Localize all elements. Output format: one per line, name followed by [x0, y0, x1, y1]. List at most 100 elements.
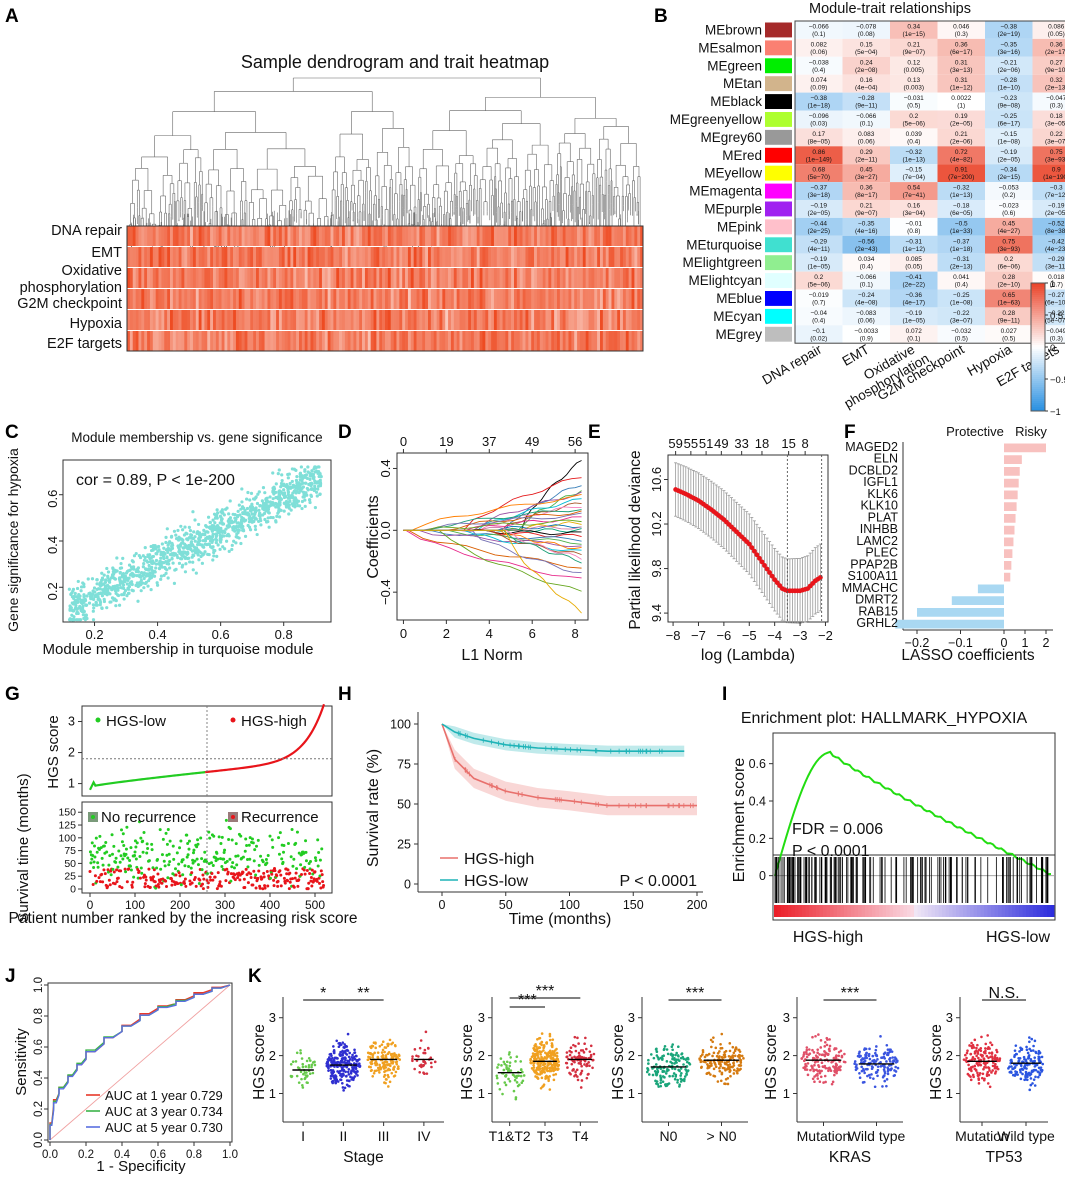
heatmap-cell	[224, 247, 228, 267]
heatmap-cell	[181, 289, 185, 309]
panel-e-frame	[667, 454, 829, 623]
colorbar-segment	[1031, 355, 1045, 358]
heatmap-cell	[233, 247, 237, 267]
scatter-point	[219, 535, 224, 539]
heatmap-cell	[215, 268, 220, 288]
heatmap-cell	[158, 268, 162, 288]
heatmap-cell	[557, 247, 561, 267]
heatmap-cell	[499, 310, 503, 330]
heatmap-cell	[622, 247, 627, 267]
heatmap-cell	[210, 247, 214, 267]
corr-cell	[890, 217, 938, 236]
heatmap-cell	[562, 331, 566, 351]
heatmap-cell	[172, 247, 177, 267]
heatmap-cell	[399, 226, 403, 246]
heatmap-cell	[468, 247, 472, 267]
patient-point	[133, 850, 137, 854]
corr-pvalue: (4e−23)	[1045, 246, 1065, 253]
x-tick-label: 4	[486, 626, 493, 641]
heatmap-cell	[207, 289, 211, 309]
scatter-point	[165, 556, 169, 560]
scatter-point	[118, 583, 122, 587]
scatter-point	[223, 547, 227, 551]
colorbar-segment	[1031, 335, 1045, 338]
heatmap-cell	[416, 247, 420, 267]
scatter-point	[316, 487, 320, 491]
patient-point	[179, 839, 183, 843]
patient-point	[229, 872, 233, 876]
scatter-point	[76, 579, 80, 584]
heatmap-cell	[221, 268, 225, 288]
patient-point	[186, 842, 190, 846]
patient-point	[126, 856, 130, 860]
scatter-point	[287, 512, 291, 516]
heatmap-cell	[132, 268, 136, 288]
heatmap-cell	[167, 247, 171, 267]
heatmap-cell	[585, 289, 589, 309]
heatmap-cell	[213, 226, 217, 246]
heatmap-cell	[557, 268, 561, 288]
heatmap-cell	[473, 310, 478, 330]
heatmap-cell	[287, 247, 291, 267]
panel-letter-i: I	[722, 684, 727, 705]
scatter-point	[214, 540, 218, 545]
scatter-point	[282, 501, 287, 506]
panel-letter-k: K	[248, 966, 262, 987]
corr-value: 0.19	[955, 113, 968, 120]
heatmap-cell	[215, 226, 220, 246]
scatter-point	[265, 504, 269, 508]
heatmap-cell	[256, 247, 260, 267]
scatter-point	[192, 530, 196, 534]
colorbar-segment	[1031, 285, 1045, 288]
heatmap-cell	[568, 268, 572, 288]
heatmap-cell	[230, 226, 234, 246]
colorbar-segment	[1031, 345, 1045, 348]
corr-pvalue: (3e−27)	[855, 174, 878, 181]
heatmap-cell	[132, 226, 136, 246]
heatmap-cell	[393, 268, 397, 288]
heatmap-cell	[637, 226, 641, 246]
legend-no-recurrence-dot	[91, 815, 95, 819]
gene-label-plat: PLAT	[868, 510, 899, 524]
heatmap-cell	[565, 331, 569, 351]
scatter-point	[170, 544, 174, 548]
heatmap-cell	[313, 226, 317, 246]
corr-cell	[890, 253, 938, 272]
heatmap-cell	[425, 310, 429, 330]
corr-pvalue: (0.8)	[907, 228, 920, 235]
heatmap-cell	[631, 331, 635, 351]
heatmap-cell	[605, 289, 609, 309]
colorbar-tick-label: −1	[1050, 407, 1061, 418]
scatter-point	[255, 501, 260, 506]
heatmap-cell	[281, 310, 285, 330]
heatmap-cell	[493, 310, 498, 330]
heatmap-cell	[244, 247, 248, 267]
patient-point	[90, 857, 94, 861]
top-tick-label: 59	[668, 436, 682, 451]
scatter-point	[77, 594, 81, 598]
patient-point	[191, 861, 195, 865]
heatmap-cell	[201, 268, 205, 288]
scatter-point	[295, 481, 299, 485]
heatmap-cell	[310, 268, 314, 288]
heatmap-cell	[640, 268, 644, 288]
heatmap-cell	[164, 289, 168, 309]
heatmap-cell	[147, 226, 151, 246]
heatmap-cell	[476, 310, 480, 330]
corr-pvalue: (2e−13)	[1045, 85, 1065, 92]
heatmap-cell	[293, 289, 297, 309]
heatmap-cell	[493, 268, 498, 288]
scatter-point	[306, 465, 310, 469]
heatmap-cell	[502, 310, 506, 330]
heatmap-cell	[218, 331, 222, 351]
heatmap-cell	[301, 310, 306, 330]
trait-label-3: G2M checkpoint	[17, 296, 122, 312]
corr-pvalue: (2e−06)	[950, 138, 973, 145]
corr-pvalue: (5e−04)	[855, 49, 878, 56]
heatmap-cell	[522, 226, 526, 246]
scatter-point	[265, 499, 269, 503]
heatmap-cell	[149, 310, 154, 330]
scatter-point	[211, 538, 215, 542]
heatmap-cell	[548, 331, 552, 351]
heatmap-cell	[611, 226, 615, 246]
